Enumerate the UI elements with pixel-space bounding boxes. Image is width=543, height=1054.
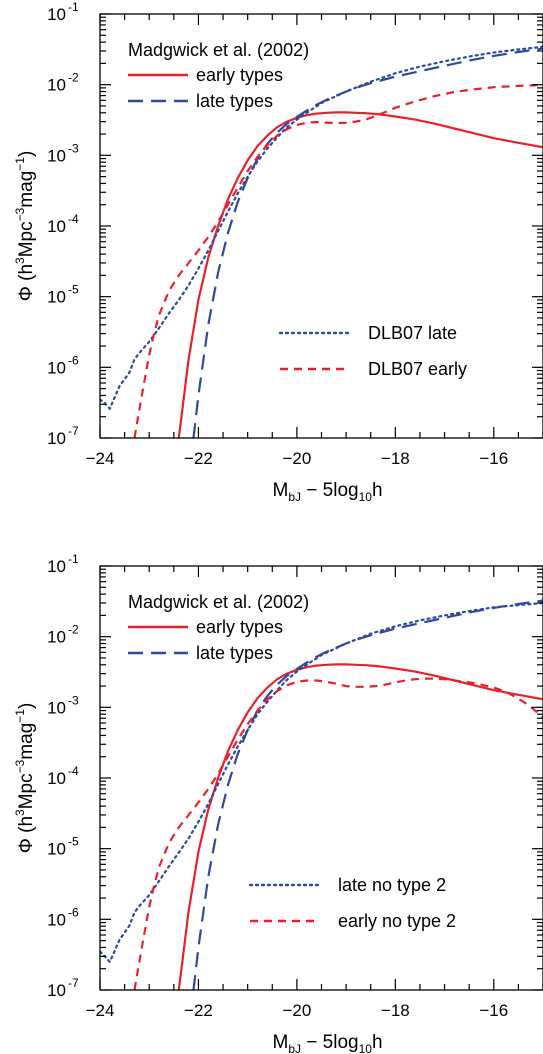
x-tick-label: −20 (282, 1001, 311, 1020)
series-line-4 (133, 677, 543, 990)
y-tick-exponent: -3 (68, 141, 79, 155)
y-tick-exponent: -2 (68, 623, 79, 637)
y-tick-label: 10 (47, 628, 66, 647)
y-tick-exponent: -1 (68, 552, 79, 566)
x-tick-label: −16 (479, 1001, 508, 1020)
x-tick-label: −16 (479, 449, 508, 468)
legend-label: late types (196, 91, 273, 111)
y-axis-label: Φ (h3Mpc−3mag−1) (13, 703, 37, 854)
y-tick-exponent: -4 (68, 764, 79, 778)
series-line-2 (192, 47, 543, 438)
series-line-3 (100, 45, 543, 410)
y-tick-exponent: -1 (68, 0, 79, 14)
legend-label: early no type 2 (338, 911, 456, 931)
y-tick-exponent: -7 (68, 976, 79, 990)
y-axis-label: Φ (h3Mpc−3mag−1) (13, 151, 37, 302)
y-tick-exponent: -6 (68, 353, 79, 367)
legend-title: Madgwick et al. (2002) (128, 592, 309, 612)
y-tick-exponent: -5 (68, 835, 79, 849)
x-tick-label: −18 (381, 449, 410, 468)
y-tick-exponent: -2 (68, 71, 79, 85)
legend-label: DLB07 early (368, 359, 467, 379)
x-tick-label: −22 (184, 449, 213, 468)
legend-label: early types (196, 65, 283, 85)
x-tick-label: −18 (381, 1001, 410, 1020)
y-tick-label: 10 (47, 5, 66, 24)
y-tick-label: 10 (47, 146, 66, 165)
plot-frame (99, 13, 543, 439)
legend-title: Madgwick et al. (2002) (128, 40, 309, 60)
x-tick-label: −24 (86, 449, 115, 468)
legend-label: DLB07 late (368, 323, 457, 343)
y-tick-label: 10 (47, 769, 66, 788)
series-line-3 (100, 601, 543, 964)
y-tick-label: 10 (47, 840, 66, 859)
y-tick-exponent: -4 (68, 212, 79, 226)
x-axis-label: MbJ − 5log10h (272, 480, 382, 504)
y-tick-label: 10 (47, 358, 66, 377)
x-axis-label: MbJ − 5log10h (272, 1032, 382, 1054)
y-tick-label: 10 (47, 429, 66, 448)
x-tick-label: −22 (184, 1001, 213, 1020)
x-tick-label: −20 (282, 449, 311, 468)
y-tick-exponent: -3 (68, 693, 79, 707)
y-tick-label: 10 (47, 698, 66, 717)
legend-label: early types (196, 617, 283, 637)
plot-frame (99, 565, 543, 991)
y-tick-exponent: -5 (68, 283, 79, 297)
series-line-2 (192, 599, 543, 990)
legend-label: late no type 2 (338, 875, 446, 895)
series-line-1 (177, 111, 543, 438)
series-line-4 (133, 83, 543, 438)
y-tick-label: 10 (47, 217, 66, 236)
x-tick-label: −24 (86, 1001, 115, 1020)
y-tick-label: 10 (47, 76, 66, 95)
y-tick-exponent: -7 (68, 424, 79, 438)
y-tick-exponent: -6 (68, 905, 79, 919)
y-tick-label: 10 (47, 981, 66, 1000)
legend-label: late types (196, 643, 273, 663)
y-tick-label: 10 (47, 288, 66, 307)
y-tick-label: 10 (47, 557, 66, 576)
y-tick-label: 10 (47, 910, 66, 929)
series-line-1 (177, 663, 543, 990)
